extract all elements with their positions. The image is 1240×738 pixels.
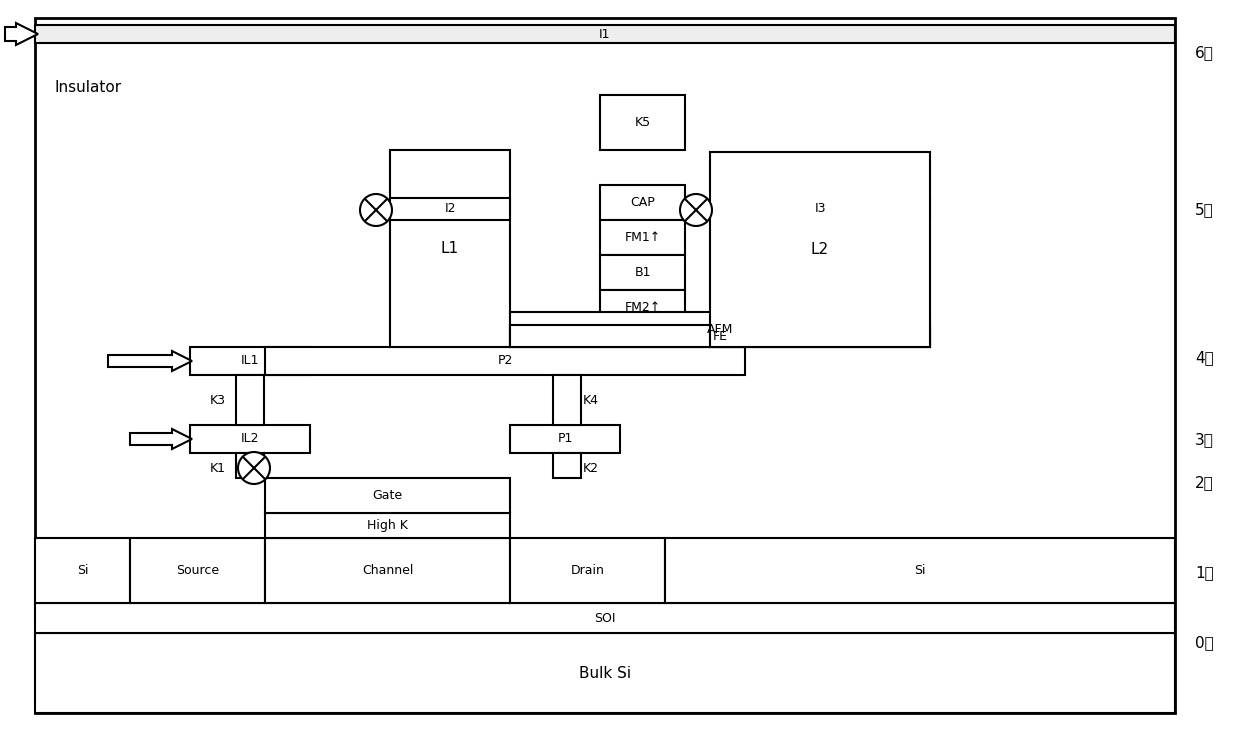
- Text: P1: P1: [557, 432, 573, 446]
- Text: IL1: IL1: [241, 354, 259, 368]
- Text: Gate: Gate: [372, 489, 403, 502]
- Polygon shape: [130, 429, 192, 449]
- Text: L1: L1: [441, 241, 459, 256]
- Text: 4层: 4层: [1195, 351, 1214, 365]
- Text: 5层: 5层: [1195, 202, 1214, 218]
- Text: High K: High K: [367, 519, 408, 532]
- Text: 6层: 6层: [1195, 46, 1214, 61]
- Bar: [553, 453, 582, 478]
- Circle shape: [360, 194, 392, 226]
- Bar: [265, 513, 510, 538]
- Text: K5: K5: [635, 116, 651, 129]
- Text: Source: Source: [176, 564, 219, 577]
- Text: I3: I3: [815, 202, 826, 215]
- Text: K3: K3: [210, 393, 226, 407]
- Bar: [35, 25, 1176, 43]
- Bar: [510, 325, 930, 347]
- Bar: [190, 347, 310, 375]
- Text: SOI: SOI: [594, 612, 616, 624]
- Bar: [130, 538, 265, 603]
- Bar: [391, 198, 510, 220]
- Text: K4: K4: [583, 393, 599, 407]
- Text: I2: I2: [444, 202, 456, 215]
- Bar: [600, 290, 684, 325]
- Text: FM2↑: FM2↑: [625, 301, 661, 314]
- Bar: [553, 375, 582, 425]
- Text: 0层: 0层: [1195, 635, 1214, 650]
- Text: Si: Si: [914, 564, 926, 577]
- Circle shape: [680, 194, 712, 226]
- Bar: [236, 375, 264, 425]
- Bar: [510, 538, 665, 603]
- Text: I1: I1: [599, 27, 611, 41]
- Bar: [190, 425, 310, 453]
- Text: 2层: 2层: [1195, 475, 1214, 491]
- Bar: [265, 478, 510, 513]
- Bar: [510, 425, 620, 453]
- Bar: [35, 603, 1176, 633]
- Bar: [711, 198, 930, 220]
- Text: L2: L2: [811, 242, 830, 257]
- Text: K2: K2: [583, 461, 599, 475]
- Bar: [391, 150, 510, 347]
- Text: Si: Si: [77, 564, 88, 577]
- Text: K1: K1: [210, 461, 226, 475]
- Text: 3层: 3层: [1195, 432, 1214, 447]
- Bar: [665, 538, 1176, 603]
- Bar: [600, 255, 684, 290]
- Text: 1层: 1层: [1195, 565, 1214, 581]
- Bar: [265, 347, 745, 375]
- Bar: [600, 220, 684, 255]
- Text: AFM: AFM: [707, 323, 733, 336]
- Text: Drain: Drain: [570, 564, 604, 577]
- Text: IL2: IL2: [241, 432, 259, 446]
- Text: P2: P2: [497, 354, 512, 368]
- Bar: [35, 633, 1176, 713]
- Text: CAP: CAP: [630, 196, 655, 209]
- Bar: [236, 453, 264, 478]
- Bar: [510, 312, 930, 347]
- Text: Bulk Si: Bulk Si: [579, 666, 631, 680]
- Text: FM1↑: FM1↑: [625, 231, 661, 244]
- Polygon shape: [108, 351, 192, 371]
- Text: Insulator: Insulator: [55, 80, 122, 95]
- Bar: [265, 538, 510, 603]
- Text: Channel: Channel: [362, 564, 413, 577]
- Polygon shape: [5, 23, 38, 45]
- Text: B1: B1: [634, 266, 651, 279]
- Bar: [600, 185, 684, 220]
- Bar: [711, 152, 930, 347]
- Bar: [600, 95, 684, 150]
- Bar: [35, 538, 130, 603]
- Text: FE: FE: [713, 329, 728, 342]
- Circle shape: [238, 452, 270, 484]
